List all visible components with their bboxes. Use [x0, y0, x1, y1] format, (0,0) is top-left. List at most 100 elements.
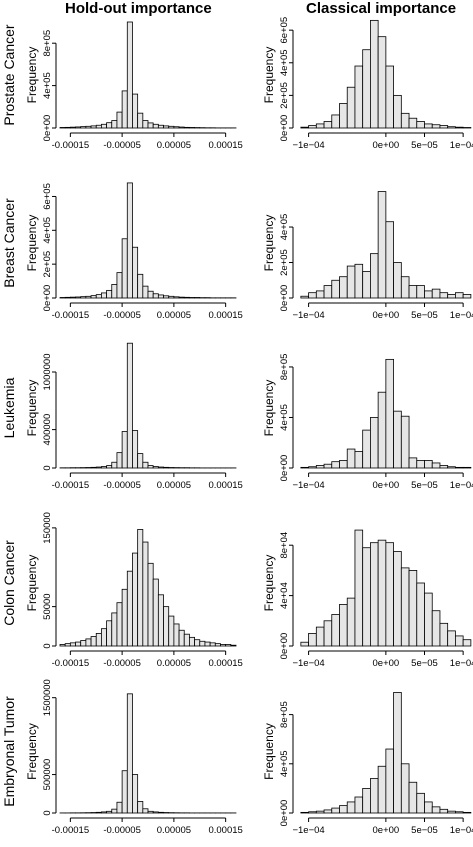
histogram-bar-r0c1-3	[323, 121, 333, 129]
histogram-bar-r2c1-1	[308, 466, 317, 469]
histogram-bar-r0c1-19	[447, 126, 456, 129]
y-tick-label-r1c1-0: 0e+00	[279, 285, 290, 312]
row-label-2: Leukemia	[1, 377, 17, 438]
histogram-bar-r4c1-12	[393, 692, 402, 814]
histogram-bar-r3c0-5	[85, 638, 92, 647]
y-tick-label-r2c1-0: 0e+00	[279, 455, 290, 482]
histogram-bar-r3c0-14	[132, 552, 139, 647]
histogram-bar-r3c0-29	[209, 642, 216, 647]
histogram-bar-r0c0-15	[137, 112, 144, 129]
histogram-bar-r2c0-17	[147, 465, 154, 469]
histogram-bar-r1c1-2	[315, 290, 325, 299]
histogram-bar-r1c0-6	[90, 295, 97, 299]
histogram-bar-r1c0-13	[126, 182, 133, 299]
x-tick-label-r4c1-1: 0e+00	[373, 825, 400, 836]
y-tick-label-r0c0-2: 8e+05	[42, 30, 53, 57]
y-tick-label-r4c0-0: 0	[42, 810, 53, 815]
histogram-bar-r0c1-18	[439, 125, 449, 129]
histogram-bar-r1c0-4	[80, 296, 87, 299]
histogram-bar-r1c1-15	[416, 285, 425, 299]
histogram-bar-r0c0-6	[90, 125, 97, 129]
histogram-bar-r0c0-0	[59, 127, 66, 129]
histogram-bar-r1c1-6	[346, 265, 356, 299]
histogram-bar-r2c1-10	[377, 391, 387, 469]
histogram-bar-r2c1-14	[408, 457, 418, 469]
histogram-bar-r4c1-7	[354, 796, 364, 814]
histogram-bar-r2c1-9	[370, 417, 379, 469]
y-tick-label-r1c1-1: 2e+05	[279, 249, 290, 276]
histogram-bar-r4c1-10	[377, 765, 387, 814]
histogram-bar-r1c1-21	[462, 294, 472, 299]
histogram-bar-r0c1-5	[339, 103, 348, 129]
histogram-bar-r3c0-18	[152, 578, 159, 647]
histogram-bar-r3c1-5	[339, 604, 348, 647]
histogram-bar-r1c0-18	[152, 293, 159, 299]
histogram-bar-r3c1-20	[455, 635, 464, 647]
histogram-bar-r0c1-9	[370, 19, 379, 129]
x-tick-label-r3c1-3: 1e−04	[450, 658, 473, 669]
y-tick-label-r0c0-0: 0e+00	[42, 115, 53, 142]
histogram-bar-r3c0-11	[116, 602, 123, 647]
histogram-bar-r4c0-7	[95, 811, 102, 814]
x-tick-label-r2c0-1: -0.00005	[103, 480, 141, 491]
histogram-bar-r3c0-12	[121, 588, 128, 647]
histogram-bar-r3c1-19	[447, 630, 456, 647]
histogram-bar-r1c0-23	[178, 296, 185, 299]
histogram-bar-r4c1-8	[362, 788, 371, 814]
y-tick-label-r2c1-2: 8e+05	[279, 354, 290, 381]
histogram-bar-r2c1-2	[315, 465, 325, 469]
y-axis-label-r4c0: Frequency	[25, 723, 39, 780]
x-tick-label-r3c0-1: -0.00005	[103, 658, 141, 669]
y-tick-label-r1c0-2: 4e+05	[42, 217, 53, 244]
y-tick-label-r3c1-1: 4e+04	[279, 582, 290, 609]
histogram-bar-r0c0-23	[178, 126, 185, 129]
histogram-bar-r3c0-32	[225, 644, 232, 647]
x-tick-label-r4c0-3: 0.00015	[208, 825, 242, 836]
y-axis-label-r1c1: Frequency	[262, 215, 276, 272]
histogram-bar-r3c0-7	[95, 633, 102, 647]
histogram-bar-r2c1-20	[455, 466, 464, 469]
histogram-bar-r4c1-11	[385, 748, 394, 814]
histogram-bar-r0c1-0	[300, 126, 309, 129]
histogram-bar-r3c1-17	[431, 610, 441, 647]
histogram-bar-r0c0-1	[64, 126, 71, 129]
y-tick-label-r4c0-1: 500000	[42, 759, 53, 791]
histogram-bar-r3c0-17	[147, 562, 154, 647]
histogram-bar-r0c0-17	[147, 122, 154, 129]
histogram-bar-r1c0-8	[101, 292, 107, 299]
y-tick-label-r3c1-0: 0e+00	[279, 633, 290, 660]
histogram-bar-r1c0-3	[75, 296, 82, 299]
histogram-bar-r0c1-16	[424, 123, 433, 129]
x-tick-label-r3c1-0: −1e−04	[292, 658, 324, 669]
histogram-bar-r1c1-5	[339, 276, 348, 299]
histogram-bar-r1c1-0	[300, 295, 309, 299]
x-tick-label-r0c0-3: 0.00015	[208, 140, 242, 151]
histogram-bar-r4c0-16	[142, 808, 149, 814]
histogram-bar-r1c0-15	[137, 273, 144, 299]
histogram-bar-r0c0-22	[173, 126, 180, 129]
histogram-bar-r0c0-7	[95, 124, 102, 129]
histogram-bar-r3c0-8	[101, 628, 107, 647]
y-axis-label-r2c0: Frequency	[25, 380, 39, 437]
histogram-bar-r4c1-0	[300, 811, 309, 814]
x-tick-label-r2c1-2: 5e−05	[411, 480, 438, 491]
histogram-bar-r1c1-20	[455, 292, 464, 299]
histogram-bar-r3c0-27	[199, 640, 206, 647]
histogram-bar-r2c0-11	[116, 452, 123, 469]
histogram-bar-r2c1-18	[439, 465, 449, 469]
histogram-bar-r1c0-0	[59, 297, 66, 299]
histogram-bar-r4c0-18	[152, 811, 159, 814]
histogram-bar-r0c1-4	[331, 114, 340, 129]
histogram-bar-r0c1-12	[393, 94, 402, 129]
x-tick-label-r1c1-2: 5e−05	[411, 310, 438, 321]
histogram-bar-r4c1-20	[455, 811, 464, 814]
histogram-bar-r4c1-19	[447, 810, 456, 814]
histogram-bar-r3c1-13	[400, 567, 410, 647]
histogram-bar-r2c1-15	[416, 460, 425, 469]
histogram-bar-r2c1-3	[323, 463, 333, 469]
x-tick-label-r4c0-2: 0.00005	[157, 825, 191, 836]
histogram-bar-r2c1-0	[300, 466, 309, 469]
histogram-bar-r3c0-21	[168, 615, 175, 647]
histogram-bar-r4c0-13	[126, 693, 133, 814]
histogram-bar-r3c1-18	[439, 622, 449, 647]
